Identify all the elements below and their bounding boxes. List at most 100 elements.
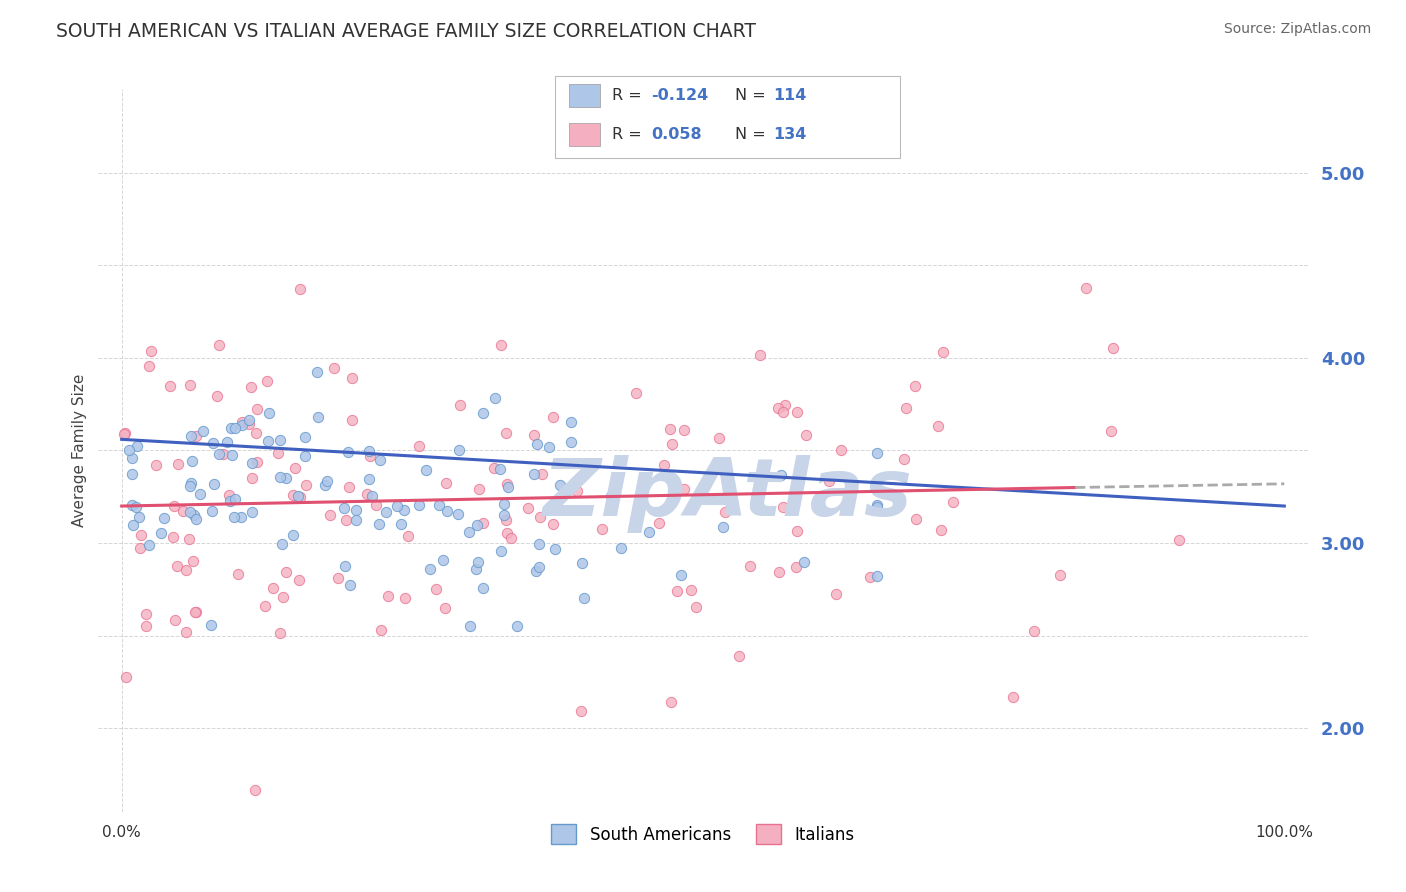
Point	[366, 498, 388, 512]
Point	[396, 529, 419, 543]
Point	[866, 500, 889, 514]
Point	[768, 566, 790, 580]
Legend: South Americans, Italians: South Americans, Italians	[544, 818, 862, 850]
Point	[541, 516, 564, 531]
Point	[269, 434, 291, 448]
Point	[221, 448, 243, 462]
Point	[114, 426, 136, 441]
Point	[118, 443, 141, 458]
Point	[283, 528, 305, 542]
Point	[434, 600, 457, 615]
Point	[207, 446, 229, 460]
Point	[224, 491, 246, 506]
Point	[377, 589, 399, 603]
Point	[184, 512, 207, 526]
Point	[496, 477, 519, 491]
Point	[257, 434, 280, 449]
Point	[159, 378, 181, 392]
Point	[671, 567, 693, 582]
Point	[796, 427, 818, 442]
Point	[591, 522, 613, 536]
Point	[1001, 690, 1024, 705]
Point	[467, 555, 489, 569]
Point	[468, 482, 491, 496]
Text: 134: 134	[773, 128, 807, 142]
Point	[323, 361, 346, 376]
Point	[527, 559, 550, 574]
Point	[211, 447, 233, 461]
Point	[332, 500, 354, 515]
Point	[624, 386, 647, 401]
Point	[294, 449, 316, 463]
Point	[931, 523, 953, 537]
Point	[135, 619, 157, 633]
Point	[316, 474, 339, 488]
Point	[172, 504, 194, 518]
Point	[600, 489, 623, 503]
Text: 114: 114	[773, 88, 807, 103]
Point	[492, 497, 515, 511]
Point	[666, 583, 689, 598]
Point	[859, 570, 882, 584]
Point	[153, 511, 176, 525]
Point	[283, 488, 305, 502]
Point	[790, 454, 813, 468]
Point	[337, 444, 360, 458]
Text: ZipAtlas: ZipAtlas	[543, 455, 912, 533]
Point	[270, 537, 292, 551]
Point	[560, 415, 582, 429]
Point	[492, 508, 515, 523]
Point	[219, 494, 242, 508]
Point	[222, 510, 245, 524]
Point	[231, 417, 253, 432]
Point	[307, 410, 329, 425]
Text: Source: ZipAtlas.com: Source: ZipAtlas.com	[1223, 22, 1371, 37]
Point	[447, 507, 470, 521]
Point	[427, 498, 450, 512]
Point	[238, 412, 260, 426]
Point	[541, 410, 564, 425]
Point	[163, 500, 186, 514]
Point	[866, 446, 889, 460]
Point	[202, 477, 225, 491]
Point	[749, 348, 772, 362]
Point	[569, 705, 592, 719]
Point	[1167, 533, 1189, 547]
Point	[246, 455, 269, 469]
Point	[506, 619, 529, 633]
Point	[526, 436, 548, 450]
Point	[333, 559, 356, 574]
Point	[181, 554, 204, 568]
Point	[179, 506, 201, 520]
Point	[370, 623, 392, 637]
Text: SOUTH AMERICAN VS ITALIAN AVERAGE FAMILY SIZE CORRELATION CHART: SOUTH AMERICAN VS ITALIAN AVERAGE FAMILY…	[56, 22, 756, 41]
Point	[458, 524, 481, 539]
Point	[1101, 341, 1123, 355]
Point	[208, 337, 231, 351]
Point	[218, 488, 240, 502]
Point	[560, 435, 582, 450]
Text: N =: N =	[735, 128, 772, 142]
Point	[231, 509, 253, 524]
Point	[179, 378, 201, 392]
Point	[531, 467, 554, 482]
Point	[238, 417, 260, 431]
Point	[449, 398, 471, 412]
Point	[523, 467, 546, 482]
Point	[359, 472, 381, 486]
Point	[786, 524, 808, 538]
Point	[337, 480, 360, 494]
Point	[339, 577, 361, 591]
Point	[138, 538, 160, 552]
Point	[359, 450, 381, 464]
Point	[269, 469, 291, 483]
Point	[174, 563, 197, 577]
Point	[145, 458, 167, 472]
Point	[894, 401, 917, 415]
Point	[256, 374, 278, 388]
Point	[1049, 568, 1071, 582]
Point	[707, 432, 730, 446]
Point	[495, 426, 517, 441]
Point	[638, 524, 661, 539]
Point	[394, 591, 416, 606]
